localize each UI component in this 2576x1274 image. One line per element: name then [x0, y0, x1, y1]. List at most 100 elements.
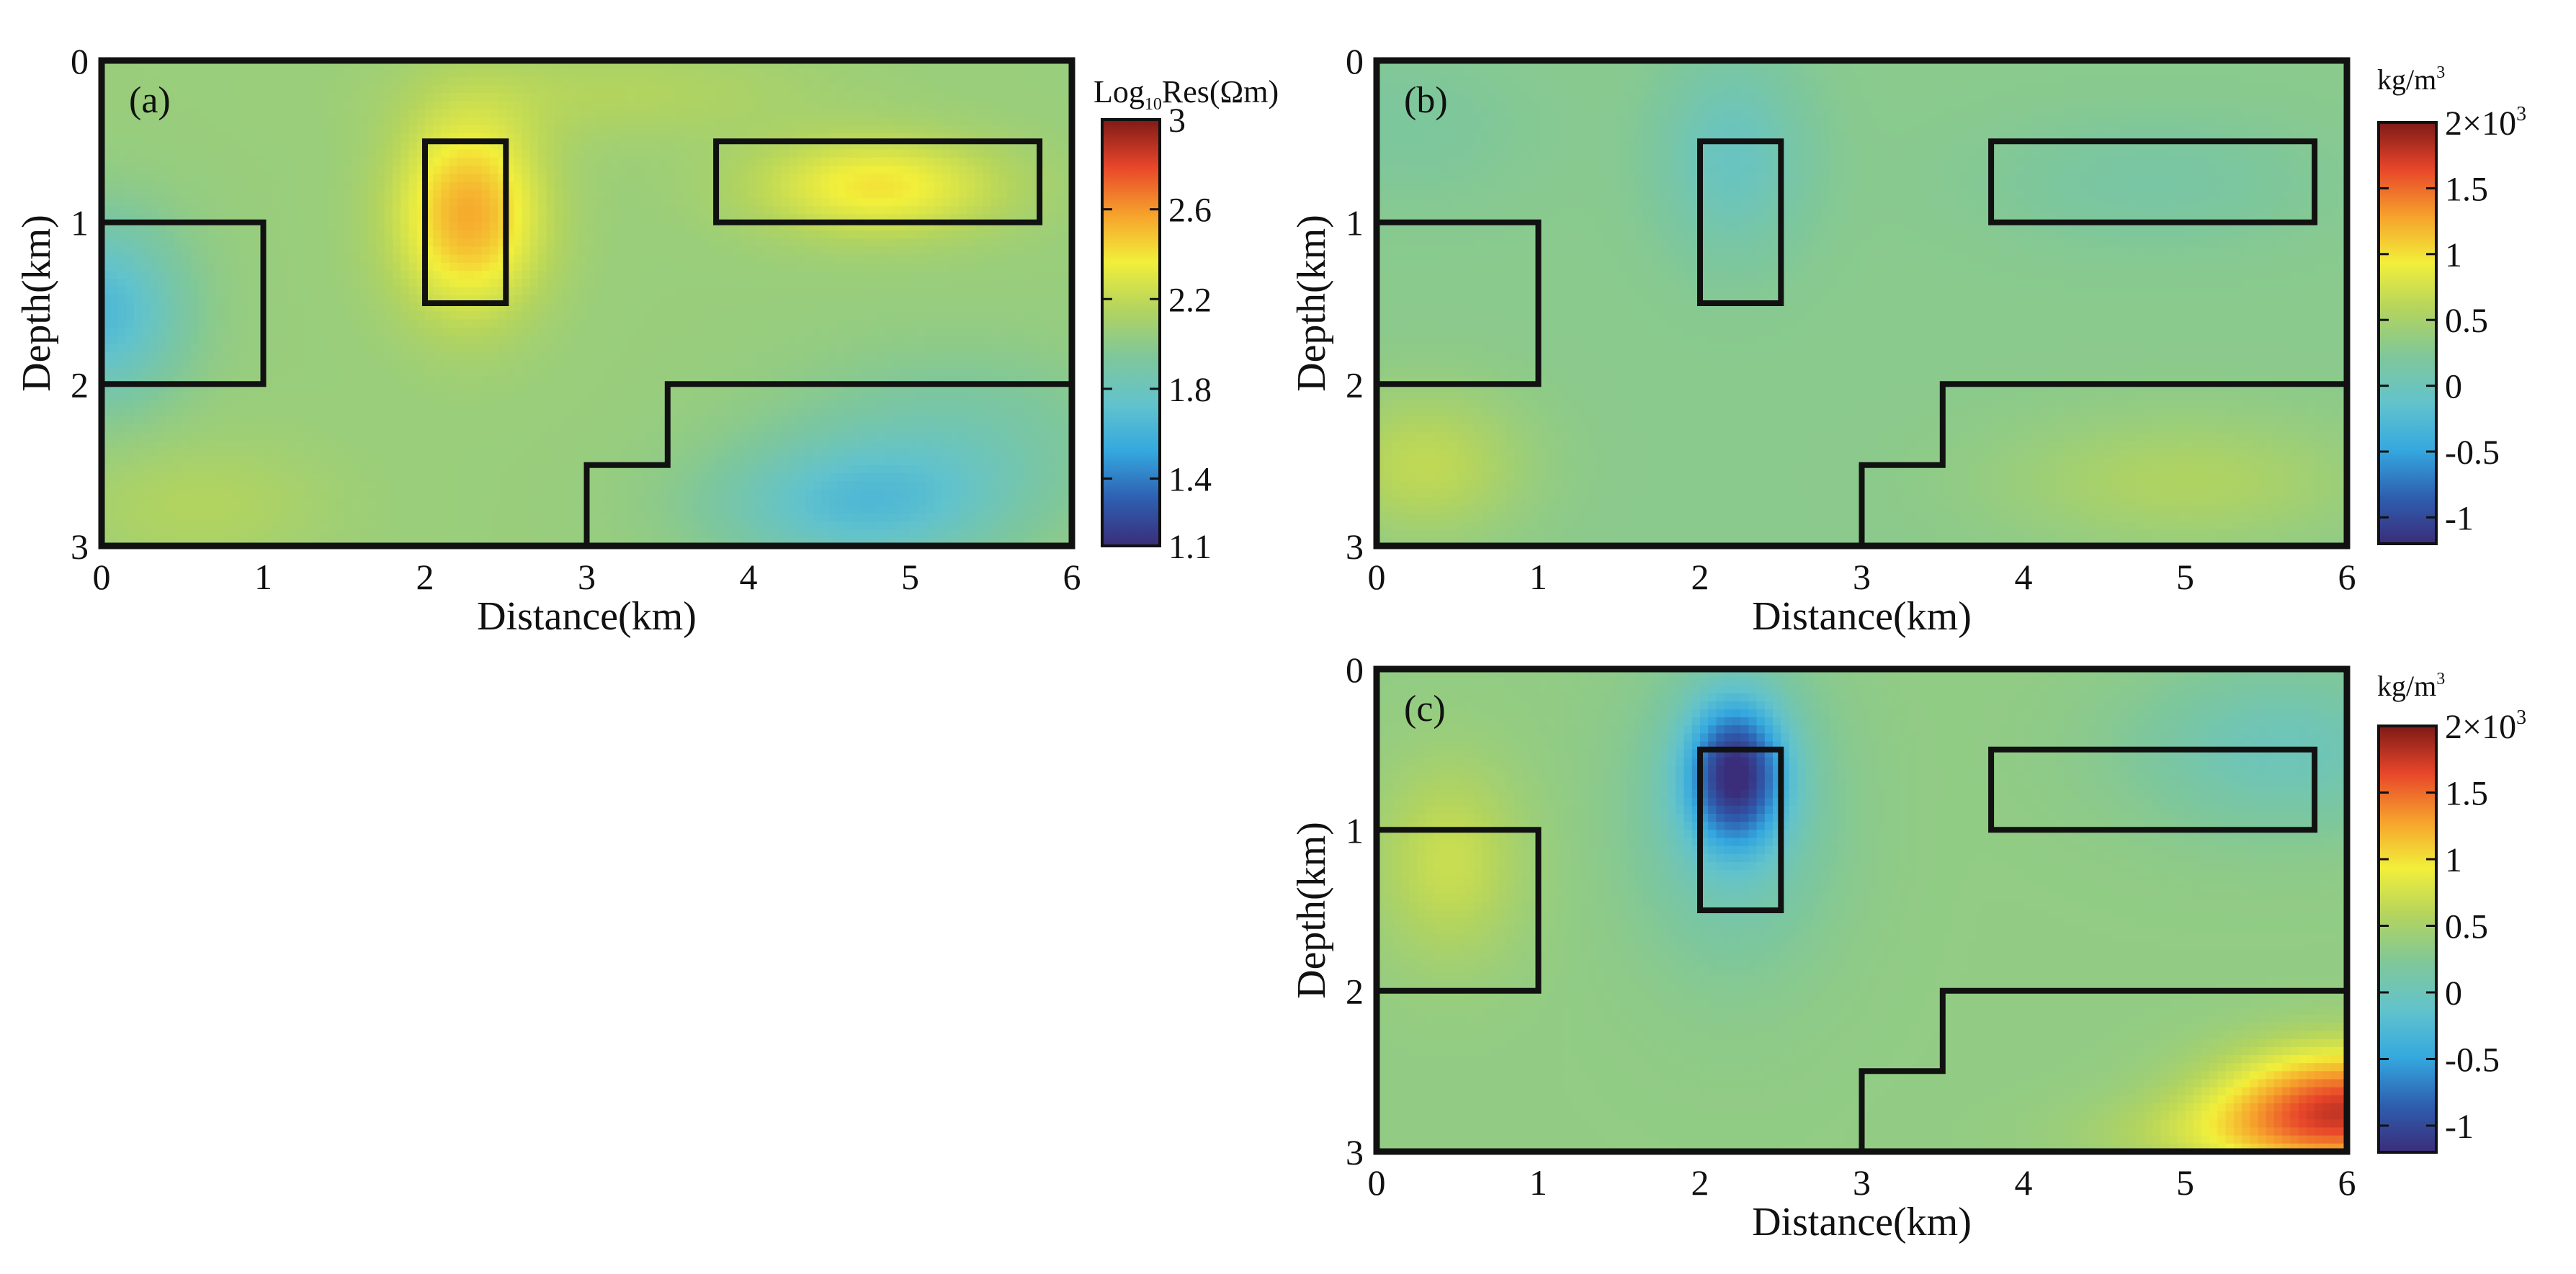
heatmap-cell	[555, 68, 563, 77]
heatmap-cell	[975, 117, 983, 126]
heatmap-cell	[587, 133, 596, 142]
heatmap-cell	[603, 125, 612, 134]
heatmap-cell	[352, 76, 361, 85]
heatmap-cell	[530, 141, 539, 150]
heatmap-cell	[934, 109, 943, 117]
heatmap-cell	[1039, 109, 1048, 117]
heatmap-cell	[918, 76, 927, 85]
heatmap-cell	[741, 76, 749, 85]
heatmap-cell	[182, 68, 191, 77]
heatmap-cell	[869, 101, 878, 109]
heatmap-cell	[627, 93, 636, 102]
heatmap-cell	[563, 141, 571, 150]
heatmap-cell	[692, 68, 700, 77]
heatmap-cell	[360, 133, 369, 142]
heatmap-cell	[279, 117, 288, 126]
heatmap-cell	[587, 109, 596, 117]
heatmap-cell	[287, 150, 296, 158]
heatmap-cell	[320, 125, 328, 134]
heatmap-cell	[279, 150, 288, 158]
heatmap-cell	[174, 133, 183, 142]
heatmap-cell	[555, 101, 563, 109]
heatmap-cell	[918, 101, 927, 109]
heatmap-cell	[312, 117, 321, 126]
heatmap-cell	[425, 117, 434, 126]
heatmap-cell	[385, 125, 393, 134]
heatmap-cell	[926, 150, 935, 158]
heatmap-cell	[756, 150, 765, 158]
heatmap-cell	[482, 85, 491, 94]
heatmap-cell	[756, 76, 765, 85]
heatmap-cell	[255, 133, 264, 142]
heatmap-cell	[239, 158, 248, 166]
heatmap-cell	[619, 141, 627, 150]
heatmap-cell	[1007, 76, 1016, 85]
heatmap-cell	[255, 76, 264, 85]
heatmap-cell	[1056, 68, 1065, 77]
heatmap-cell	[231, 133, 240, 142]
heatmap-cell	[190, 93, 199, 102]
heatmap-cell	[264, 76, 272, 85]
heatmap-cell	[117, 125, 126, 134]
heatmap-cell	[627, 133, 636, 142]
heatmap-cell	[336, 133, 345, 142]
heatmap-cell	[538, 141, 547, 150]
heatmap-cell	[304, 158, 313, 166]
heatmap-cell	[393, 141, 401, 150]
heatmap-cell	[264, 85, 272, 94]
heatmap-cell	[635, 85, 644, 94]
heatmap-cell	[951, 93, 960, 102]
heatmap-cell	[546, 125, 555, 134]
heatmap-cell	[368, 133, 377, 142]
heatmap-cell	[417, 68, 426, 77]
heatmap-cell	[514, 133, 522, 142]
heatmap-cell	[530, 93, 539, 102]
heatmap-cell	[781, 117, 790, 126]
heatmap-cell	[199, 125, 207, 134]
heatmap-cell	[320, 101, 328, 109]
heatmap-cell	[207, 166, 215, 174]
heatmap-cell	[789, 68, 797, 77]
heatmap-cell	[643, 109, 652, 117]
heatmap-cell	[700, 133, 709, 142]
heatmap-cell	[255, 125, 264, 134]
heatmap-cell	[223, 150, 231, 158]
heatmap-cell	[247, 141, 256, 150]
heatmap-cell	[473, 85, 482, 94]
heatmap-cell	[126, 158, 135, 166]
heatmap-cell	[764, 158, 773, 166]
heatmap-cell	[595, 158, 604, 166]
heatmap-cell	[854, 93, 862, 102]
heatmap-cell	[482, 68, 491, 77]
heatmap-cell	[150, 158, 158, 166]
heatmap-cell	[627, 125, 636, 134]
heatmap-cell	[975, 68, 983, 77]
heatmap-cell	[465, 125, 474, 134]
heatmap-cell	[918, 93, 927, 102]
heatmap-cell	[352, 109, 361, 117]
heatmap-cell	[991, 109, 1000, 117]
heatmap-cell	[764, 109, 773, 117]
heatmap-cell	[279, 125, 288, 134]
heatmap-cell	[741, 68, 749, 77]
heatmap-cell	[911, 76, 919, 85]
heatmap-cell	[231, 158, 240, 166]
heatmap-cell	[287, 76, 296, 85]
heatmap-cell	[708, 125, 717, 134]
heatmap-cell	[805, 68, 814, 77]
heatmap-cell	[991, 101, 1000, 109]
heatmap-cell	[668, 117, 676, 126]
heatmap-cell	[878, 93, 887, 102]
heatmap-cell	[328, 101, 336, 109]
heatmap-cell	[255, 141, 264, 150]
heatmap-cell	[748, 101, 757, 109]
heatmap-cell	[320, 166, 328, 174]
heatmap-cell	[797, 85, 805, 94]
heatmap-cell	[821, 68, 830, 77]
heatmap-cell	[676, 125, 684, 134]
heatmap-cell	[473, 117, 482, 126]
heatmap-cell	[336, 150, 345, 158]
heatmap-cell	[482, 150, 491, 158]
heatmap-cell	[837, 158, 846, 166]
heatmap-cell	[1039, 117, 1048, 126]
